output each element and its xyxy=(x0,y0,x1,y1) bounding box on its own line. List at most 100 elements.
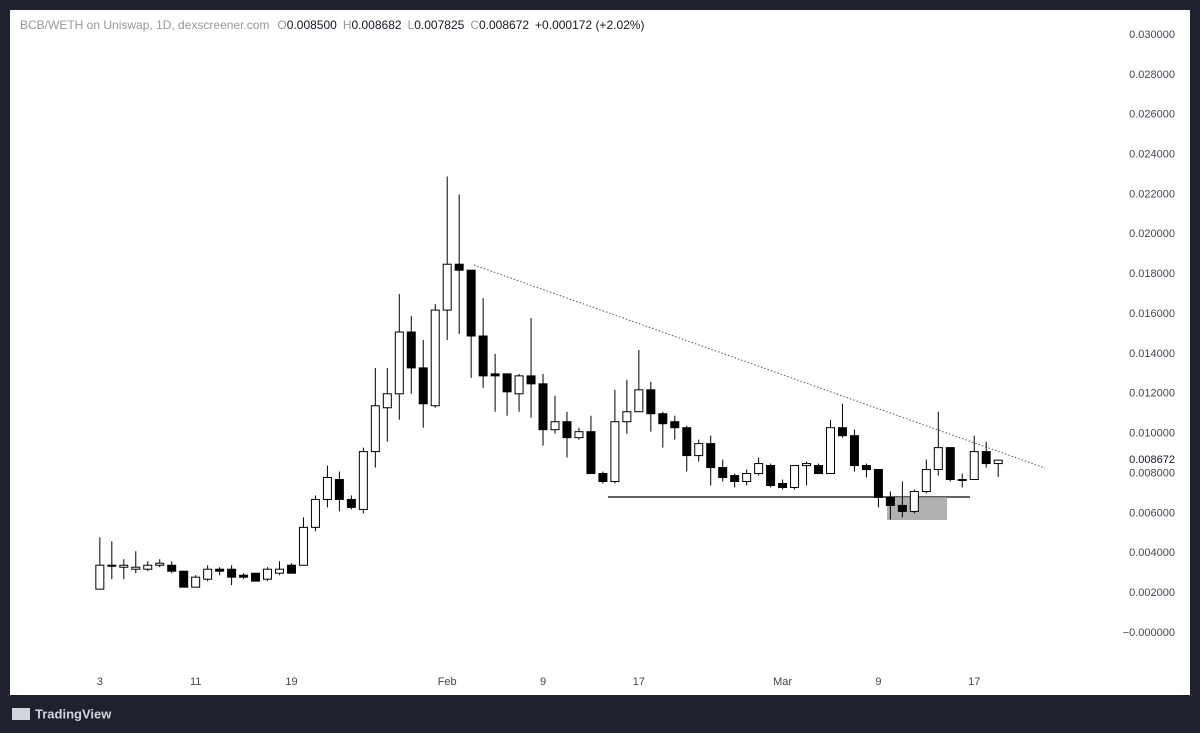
candle-body xyxy=(562,421,572,439)
legend-value: 0.008672 xyxy=(479,18,529,32)
candle-body xyxy=(298,526,308,566)
x-tick-label: 9 xyxy=(540,676,546,688)
candle-body xyxy=(622,411,632,423)
legend-label: L xyxy=(408,18,415,32)
candle-body xyxy=(969,451,979,481)
candle-body xyxy=(95,564,105,590)
y-tick-label: 0.002000 xyxy=(1129,587,1175,599)
candle-body xyxy=(538,383,548,431)
plot xyxy=(95,176,1003,590)
candle-body xyxy=(119,564,129,568)
candle-body xyxy=(957,479,967,482)
x-tick-label: 17 xyxy=(633,676,645,688)
candle-body xyxy=(873,469,883,498)
candle-body xyxy=(933,447,943,471)
candle-body xyxy=(406,331,416,369)
candle-body xyxy=(131,566,141,570)
candle-body xyxy=(526,375,536,385)
candle-body xyxy=(514,375,524,395)
candle-body xyxy=(861,465,871,471)
brand: TradingView xyxy=(12,706,112,721)
y-tick-label: 0.014000 xyxy=(1129,348,1175,360)
candle-body xyxy=(143,564,153,570)
header-change: +0.000172 (+2.02%) xyxy=(535,18,644,32)
candle-body xyxy=(382,393,392,409)
candle-body xyxy=(275,568,285,574)
candle-body xyxy=(358,451,368,510)
candle-body xyxy=(490,373,500,377)
legend-value: 0.008682 xyxy=(352,18,402,32)
candle-body xyxy=(502,373,512,393)
candle-body xyxy=(346,498,356,508)
candle-body xyxy=(706,443,716,469)
candle-body xyxy=(610,421,620,483)
candle-body xyxy=(598,473,608,483)
candle-body xyxy=(263,568,273,580)
candle-body xyxy=(179,570,189,588)
y-tick-label: 0.004000 xyxy=(1129,547,1175,559)
candle-body xyxy=(802,463,812,467)
candle-body xyxy=(897,504,907,512)
candle-body xyxy=(227,568,237,578)
x-tick-label: 17 xyxy=(968,676,980,688)
candle-body xyxy=(993,459,1003,465)
candle-body xyxy=(670,421,680,429)
candle-body xyxy=(310,498,320,528)
candle-body xyxy=(239,574,249,578)
last-price-label: 0.008672 xyxy=(1129,454,1175,466)
candle-body xyxy=(586,431,596,475)
candle-body xyxy=(837,427,847,437)
y-tick-label: 0.020000 xyxy=(1129,228,1175,240)
candle-body xyxy=(742,473,752,483)
legend-value: 0.008500 xyxy=(287,18,337,32)
candle-body xyxy=(418,367,428,405)
y-tick-label: 0.006000 xyxy=(1129,507,1175,519)
candle-body xyxy=(909,490,919,512)
candle-body xyxy=(885,496,895,506)
y-tick-label: 0.024000 xyxy=(1129,149,1175,161)
candle-body xyxy=(790,465,800,488)
x-tick-label: 9 xyxy=(875,676,881,688)
y-tick-label: 0.026000 xyxy=(1129,109,1175,121)
candle-body xyxy=(766,465,776,486)
x-tick-label: 19 xyxy=(285,676,297,688)
y-tick-label: 0.010000 xyxy=(1129,428,1175,440)
candle-body xyxy=(191,576,201,588)
candle-body xyxy=(203,568,213,580)
y-tick-label: 0.022000 xyxy=(1129,188,1175,200)
brand-text: TradingView xyxy=(35,706,112,721)
legend-label: H xyxy=(343,18,352,32)
y-tick-label: 0.008000 xyxy=(1129,467,1175,479)
candle-body xyxy=(694,443,704,457)
trend-line xyxy=(473,264,1046,469)
candle-body xyxy=(849,435,859,467)
candle-body xyxy=(430,309,440,407)
y-tick-label: 0.016000 xyxy=(1129,308,1175,320)
x-tick-label: 11 xyxy=(190,676,201,688)
candle-body xyxy=(322,477,332,500)
candle-body xyxy=(286,564,296,574)
candle-body xyxy=(155,562,165,566)
candle-body xyxy=(394,331,404,395)
x-tick-label: Mar xyxy=(773,676,792,688)
x-tick-label: Feb xyxy=(438,676,457,688)
candle-body xyxy=(478,335,488,377)
candle-body xyxy=(167,564,177,572)
y-tick-label: −0.000000 xyxy=(1123,627,1175,639)
candle-body xyxy=(981,451,991,465)
candle-body xyxy=(251,572,261,582)
y-tick-label: 0.028000 xyxy=(1129,69,1175,81)
y-tick-label: 0.030000 xyxy=(1129,29,1175,41)
candle-body xyxy=(921,469,931,492)
candle-body xyxy=(442,263,452,311)
y-tick-label: 0.012000 xyxy=(1129,388,1175,400)
candle-body xyxy=(634,389,644,413)
y-tick-label: 0.018000 xyxy=(1129,268,1175,280)
legend-label: O xyxy=(277,18,286,32)
legend-value: 0.007825 xyxy=(414,18,464,32)
candle-body xyxy=(778,483,788,488)
brand-logo xyxy=(12,708,30,720)
candle-body xyxy=(107,564,117,567)
candle-body xyxy=(466,269,476,337)
